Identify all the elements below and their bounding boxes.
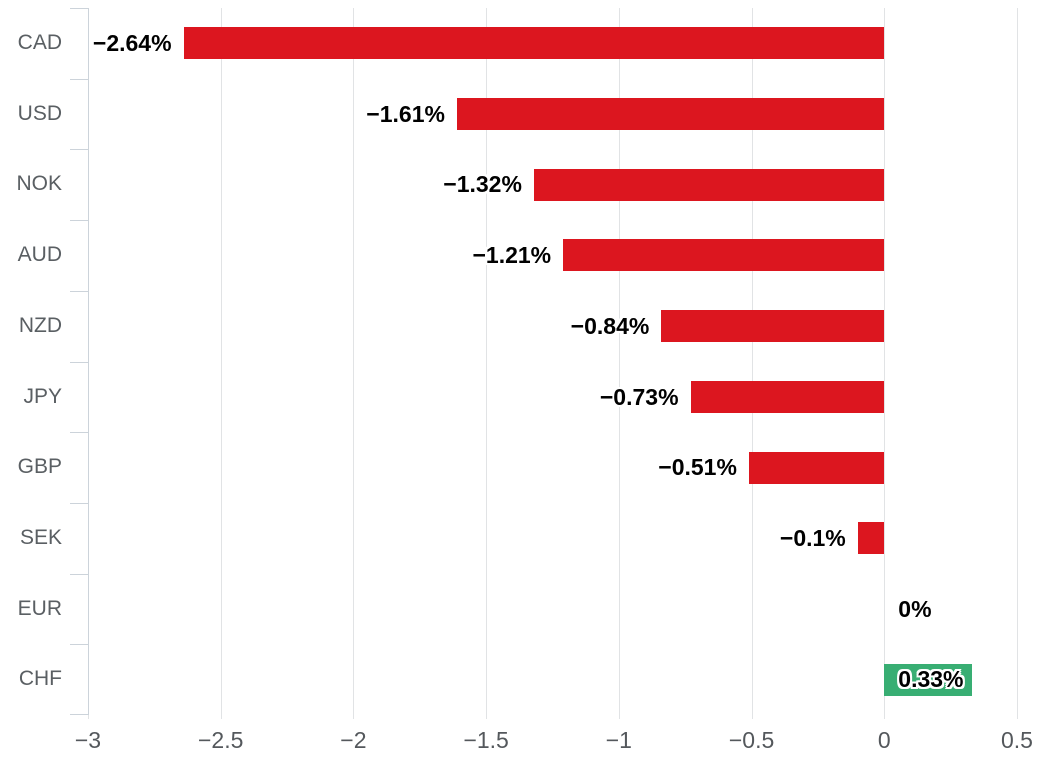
- bar-row-eur: 0%: [88, 574, 1017, 645]
- data-label-cad: −2.64%: [92, 30, 172, 56]
- data-label-nok: −1.32%: [443, 171, 522, 198]
- y-axis-tick: [70, 361, 88, 363]
- bar-row-chf: 0.33%: [88, 644, 1017, 715]
- data-label-jpy: −0.73%: [599, 383, 679, 410]
- negative-bar-gbp: [748, 451, 885, 484]
- data-label-usd: −1.61%: [366, 100, 445, 127]
- x-tick-label: 0: [877, 727, 891, 753]
- category-label-cad: CAD: [17, 31, 62, 54]
- gridline: [1017, 8, 1018, 719]
- negative-bar-sek: [857, 522, 885, 555]
- gridline: [220, 8, 222, 719]
- y-axis-tick: [70, 714, 88, 715]
- positive-bar-chf: [884, 663, 972, 696]
- data-label-sek: −0.1%: [779, 524, 846, 551]
- plot-area: −2.64% −1.61% −1.32% −1.21% −0.84% −0.73% −0.5…: [70, 8, 1018, 719]
- category-label-usd: USD: [17, 101, 62, 125]
- y-axis-tick: [70, 432, 88, 434]
- data-label-chf: 0.33%: [898, 666, 964, 693]
- x-tick-label: −3: [74, 727, 102, 753]
- category-label-jpy: JPY: [23, 384, 62, 408]
- bar-row-cad: −2.64%: [88, 8, 1017, 79]
- y-axis-tick: [70, 502, 88, 504]
- category-label-nzd: NZD: [18, 313, 62, 337]
- bar-row-nok: −1.32%: [88, 149, 1017, 220]
- x-tick-label: −2: [340, 727, 367, 753]
- data-label-nzd: −0.84%: [570, 312, 650, 339]
- bar-row-nzd: −0.84%: [88, 291, 1017, 362]
- bar-row-aud: −1.21%: [88, 220, 1017, 291]
- gridline: [353, 8, 355, 719]
- gridline: [618, 8, 620, 719]
- gridline: [486, 8, 488, 719]
- y-axis-tick: [70, 220, 88, 222]
- y-axis-line: [88, 8, 89, 715]
- data-label-eur: 0%: [898, 595, 932, 622]
- category-label-aud: AUD: [17, 243, 62, 267]
- category-label-nok: NOK: [16, 172, 62, 196]
- y-axis-tick: [70, 290, 88, 292]
- gridline: [884, 8, 886, 719]
- bar-row-jpy: −0.73%: [88, 362, 1017, 433]
- negative-bar-usd: [456, 98, 885, 131]
- bar-row-sek: −0.1%: [88, 503, 1017, 574]
- negative-bar-nok: [533, 168, 885, 201]
- category-label-chf: CHF: [18, 667, 62, 691]
- category-label-eur: EUR: [17, 596, 62, 620]
- category-label-sek: SEK: [19, 525, 62, 549]
- x-tick-label: 0.5: [1001, 727, 1033, 753]
- negative-bar-nzd: [661, 310, 885, 343]
- category-label-gbp: GBP: [17, 455, 62, 479]
- x-tick-label: −1.5: [463, 727, 509, 753]
- data-label-aud: −1.21%: [472, 242, 552, 269]
- bar-row-gbp: −0.51%: [88, 432, 1017, 503]
- negative-bar-cad: [183, 27, 885, 60]
- y-axis-tick: [70, 573, 88, 575]
- negative-bar-jpy: [690, 380, 885, 413]
- negative-bar-aud: [563, 239, 885, 272]
- x-tick-label: −1: [605, 727, 632, 753]
- y-axis-tick: [70, 644, 88, 646]
- bar-row-usd: −1.61%: [88, 79, 1017, 150]
- data-label-gbp: −0.51%: [658, 454, 737, 481]
- x-tick-label: −0.5: [728, 727, 775, 753]
- gridline: [751, 8, 753, 719]
- y-axis-tick: [70, 8, 88, 9]
- y-axis-tick: [70, 149, 88, 151]
- x-tick-label: −2.5: [198, 727, 244, 753]
- y-axis-tick: [70, 78, 88, 80]
